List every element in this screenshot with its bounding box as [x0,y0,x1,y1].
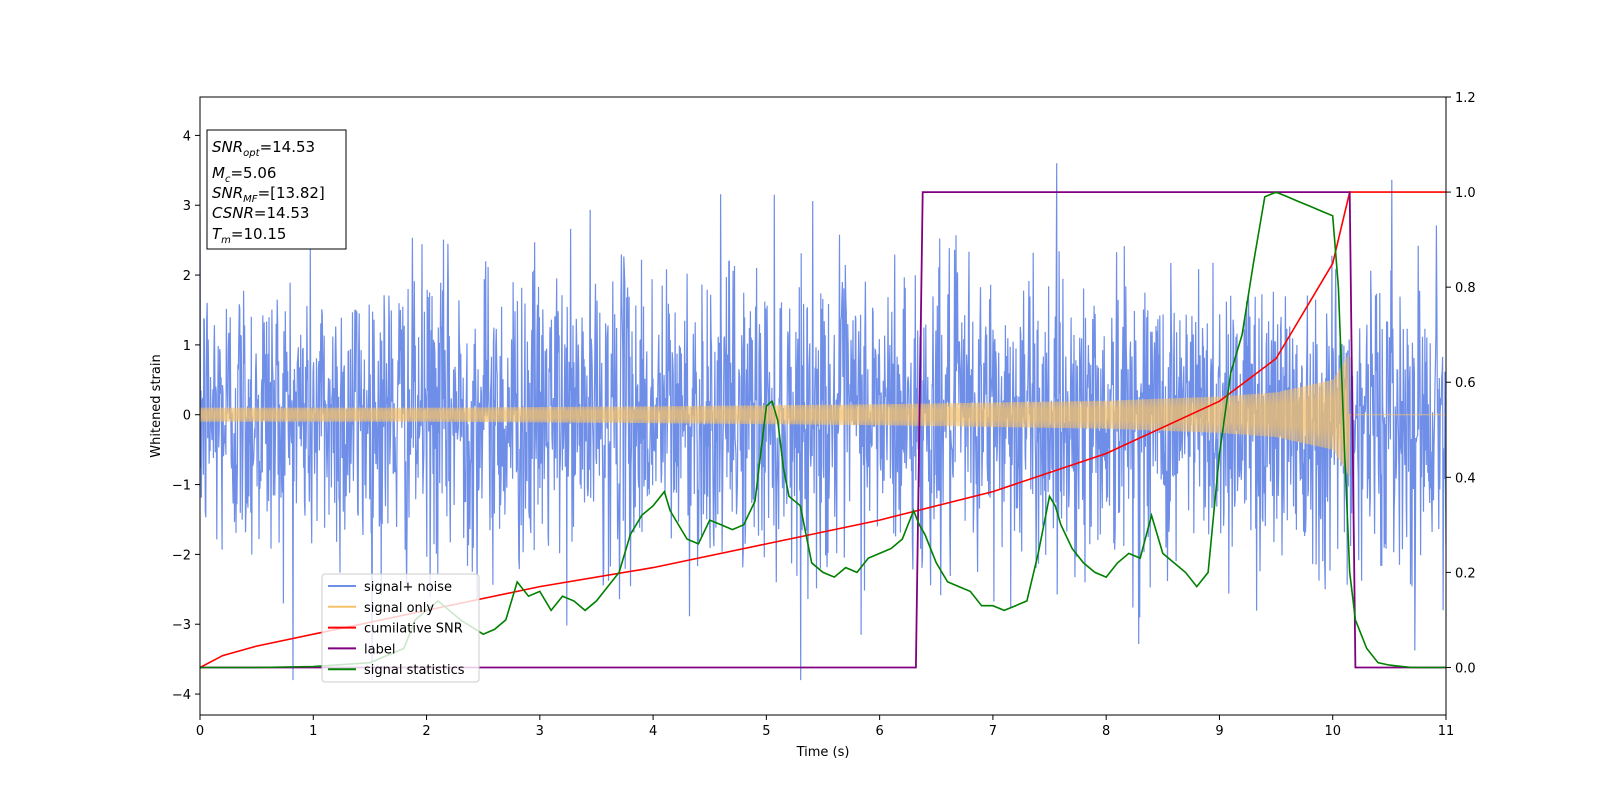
y-left-tick-label: −1 [172,479,191,494]
y-left-tick-label: −3 [172,618,191,633]
y-left-tick-label: 3 [183,199,191,214]
x-tick-label: 10 [1324,724,1341,739]
y-axis-left: 4 3 2 1 0 −1 −2 −3 −4 [172,129,200,703]
y-right-tick-label: 0.2 [1455,566,1476,581]
x-tick-label: 4 [649,724,657,739]
y-left-tick-label: 0 [183,409,191,424]
legend-entry: signal statistics [364,663,465,678]
series-cumulative-snr [200,191,1446,669]
legend-entry: label [364,642,395,657]
legend: signal+ noise signal only cumilative SNR la… [321,573,480,683]
legend-entry: signal only [364,601,434,616]
annotation-line: Mc=5.06 [212,164,276,185]
x-tick-label: 5 [762,724,770,739]
y-axis-right: 1.2 1.0 0.8 0.6 0.4 0.2 0.0 [1446,91,1476,676]
y-right-tick-label: 0.4 [1455,471,1476,486]
annotation-box-frame [206,129,347,250]
x-tick-label: 3 [536,724,544,739]
x-tick-label: 1 [309,724,317,739]
plot-frame [199,96,1447,716]
y-right-tick-label: 1.2 [1455,91,1476,106]
y-right-tick-label: 0.6 [1455,376,1476,391]
y-left-tick-label: −2 [172,548,191,563]
annotation-line: SNRMF=[13.82] [212,184,325,205]
y-right-tick-label: 1.0 [1455,186,1476,201]
series-label [200,191,1446,669]
legend-entry: cumilative SNR [364,622,463,637]
annotation-box: SNRopt=14.53 Mc=5.06SNRMF=[13.82]CSNR=14.… [206,129,347,250]
x-axis: 0 1 2 3 4 5 6 7 8 9 10 11 [196,715,1454,739]
x-tick-label: 6 [875,724,883,739]
x-tick-label: 2 [422,724,430,739]
series-signal-only [200,354,1446,477]
annotation-line: Tm=10.15 [212,225,286,246]
y-left-tick-label: −4 [172,688,191,703]
plot-area [200,163,1446,681]
x-tick-label: 11 [1438,724,1455,739]
annotation-line: SNRopt=14.53 [212,138,315,159]
y-axis-title: Whitened strain [149,354,164,457]
x-axis-title: Time (s) [796,745,850,760]
annotation-line: CSNR=14.53 [212,204,309,222]
x-tick-label: 7 [989,724,997,739]
x-tick-label: 8 [1102,724,1110,739]
y-left-tick-label: 1 [183,339,191,354]
y-right-tick-label: 0.8 [1455,281,1476,296]
y-left-tick-label: 4 [183,129,191,144]
y-left-tick-label: 2 [183,269,191,284]
series-signal-statistics [200,191,1446,669]
legend-entry: signal+ noise [364,580,452,595]
y-right-tick-label: 0.0 [1455,661,1476,676]
x-tick-label: 9 [1215,724,1223,739]
legend-frame [321,573,480,683]
x-tick-label: 0 [196,724,204,739]
